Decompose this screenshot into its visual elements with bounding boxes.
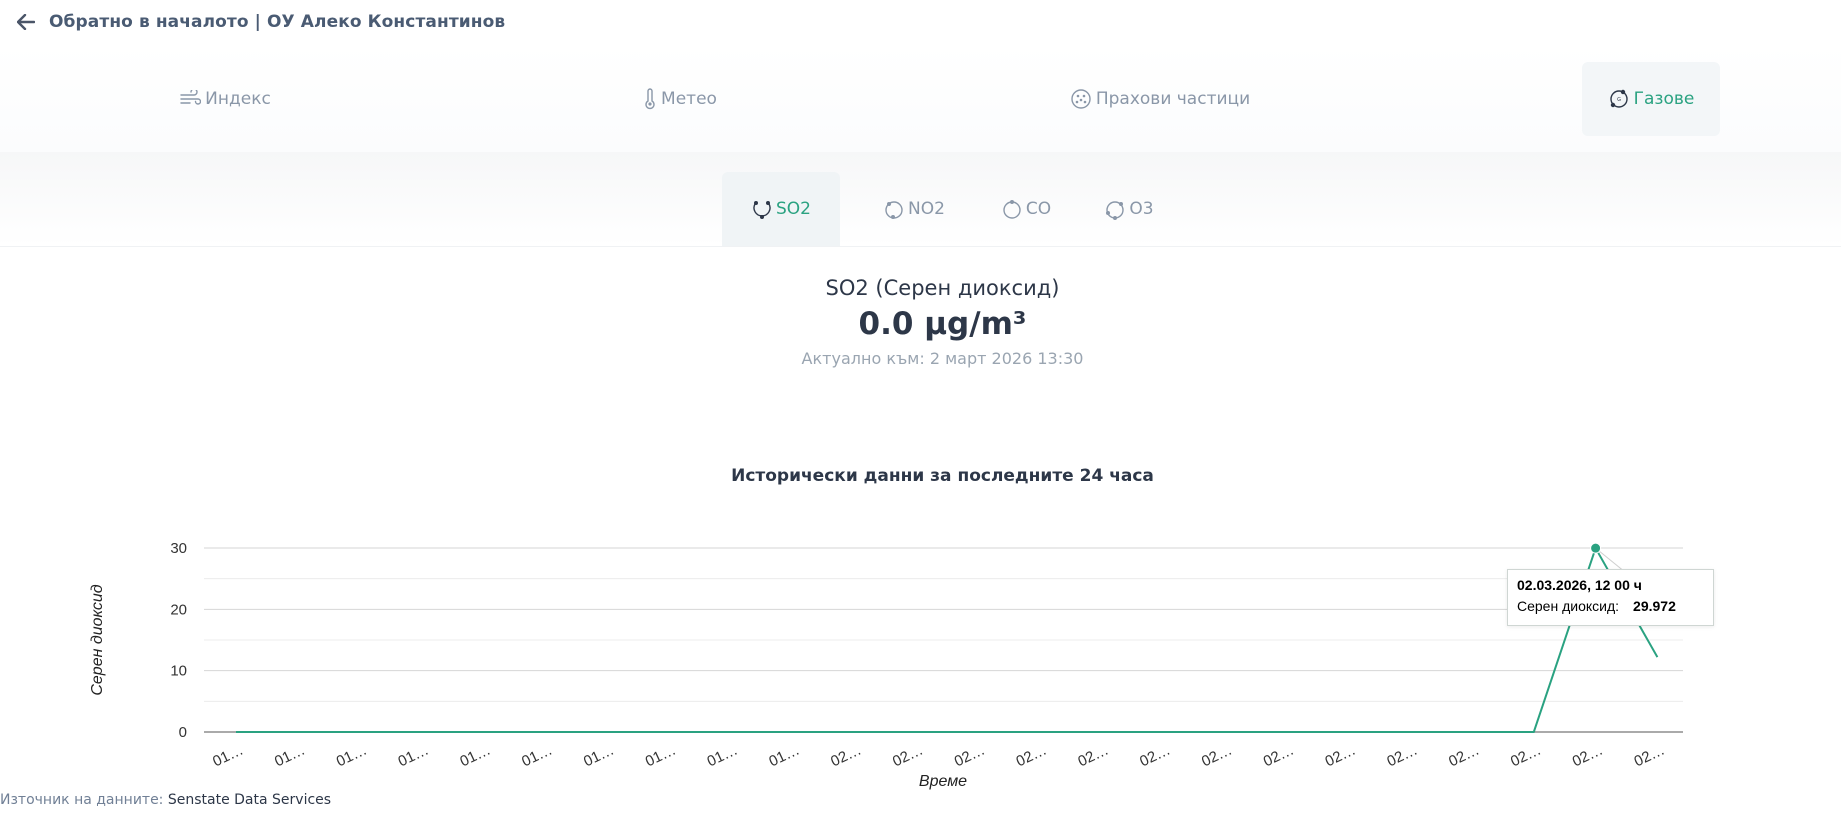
x-tick-label: 01… xyxy=(210,742,246,771)
tab-co[interactable]: CO xyxy=(984,172,1068,246)
chart-tooltip: 02.03.2026, 12 00 ч Серен диоксид: 29.972 xyxy=(1507,569,1714,626)
footer-source-link[interactable]: Senstate Data Services xyxy=(167,792,332,808)
svg-text:G: G xyxy=(1617,97,1621,103)
x-tick-label: 02… xyxy=(1384,742,1420,771)
x-tick-label: 02… xyxy=(1199,742,1235,771)
x-tick-label: 02… xyxy=(1075,742,1111,771)
tab-co-label: CO xyxy=(1025,199,1052,219)
pollutant-value: 0.0 µg/m³ xyxy=(858,306,1027,342)
tab-particles-label: Прахови частици xyxy=(1095,89,1251,109)
x-tick-label: 01… xyxy=(705,742,741,771)
wind-icon xyxy=(180,90,202,105)
x-tick-label: 02… xyxy=(1632,742,1668,771)
updated-timestamp: Актуално към: 2 март 2026 13:30 xyxy=(801,349,1084,368)
so2-icon xyxy=(753,201,771,219)
y-tick-label: 30 xyxy=(170,540,187,557)
x-tick-label: 02… xyxy=(1261,742,1297,771)
tab-so2[interactable]: SO2 xyxy=(722,172,840,246)
y-tick-label: 0 xyxy=(179,724,187,741)
tooltip-series: Серен диоксид: xyxy=(1517,598,1620,614)
gas-sub-tabs: SO2 NO2 CO O3 xyxy=(0,152,1841,247)
tab-gases[interactable]: G Газове xyxy=(1582,62,1720,136)
tab-meteo[interactable]: Метео xyxy=(620,62,740,136)
tab-o3[interactable]: O3 xyxy=(1088,172,1170,246)
x-tick-label: 01… xyxy=(581,742,617,771)
x-tick-label: 01… xyxy=(643,742,679,771)
x-tick-label: 01… xyxy=(457,742,493,771)
tab-index-label: Индекс xyxy=(205,89,271,109)
y-axis-label: Серен диоксид xyxy=(89,584,106,695)
x-tick-label: 02… xyxy=(1446,742,1482,771)
tab-no2[interactable]: NO2 xyxy=(864,172,964,246)
pollutant-title: SO2 (Серен диоксид) xyxy=(825,276,1060,300)
current-reading: SO2 (Серен диоксид) 0.0 µg/m³ Актуално к… xyxy=(0,276,1841,368)
x-tick-label: 02… xyxy=(952,742,988,771)
y-tick-label: 10 xyxy=(170,663,187,680)
tab-o3-label: O3 xyxy=(1129,199,1154,219)
history-title: Исторически данни за последните 24 часа xyxy=(731,466,1154,486)
o3-icon xyxy=(1106,201,1125,220)
tab-index[interactable]: Индекс xyxy=(160,62,290,136)
x-tick-label: 01… xyxy=(334,742,370,771)
x-tick-label: 01… xyxy=(396,742,432,771)
x-tick-label: 02… xyxy=(1570,742,1606,771)
main-tabs: Индекс Метео Прахови частици G Газове xyxy=(0,44,1841,152)
y-tick-label: 20 xyxy=(170,601,187,618)
tooltip-pointer xyxy=(1595,547,1626,573)
tab-so2-label: SO2 xyxy=(776,199,811,219)
x-axis-label: Време xyxy=(919,773,967,790)
data-point-highlight xyxy=(1590,542,1602,554)
series-line xyxy=(236,545,1659,733)
x-tick-label: 01… xyxy=(272,742,308,771)
back-link[interactable]: Обратно в началото | ОУ Алеко Константин… xyxy=(49,12,506,32)
x-tick-label: 02… xyxy=(890,742,926,771)
gas-icon: G xyxy=(1609,89,1628,108)
tab-no2-label: NO2 xyxy=(908,199,945,219)
tab-gases-label: Газове xyxy=(1633,89,1695,109)
thermometer-icon xyxy=(645,88,655,110)
x-tick-label: 02… xyxy=(1014,742,1050,771)
x-tick-label: 02… xyxy=(1137,742,1173,771)
x-tick-label: 01… xyxy=(766,742,802,771)
footer-prefix: Източник на данните: xyxy=(0,792,164,808)
tab-particles[interactable]: Прахови частици xyxy=(1065,62,1255,136)
data-source: Източник на данните: Senstate Data Servi… xyxy=(0,792,331,808)
co-icon xyxy=(1003,200,1021,219)
tab-meteo-label: Метео xyxy=(661,89,717,109)
x-tick-label: 01… xyxy=(519,742,555,771)
particles-icon xyxy=(1071,89,1091,109)
back-arrow-icon[interactable] xyxy=(16,12,36,32)
x-tick-label: 02… xyxy=(1508,742,1544,771)
x-tick-label: 02… xyxy=(1323,742,1359,771)
x-tick-label: 02… xyxy=(828,742,864,771)
tooltip-date: 02.03.2026, 12 00 ч xyxy=(1517,577,1642,593)
top-bar: Обратно в началото | ОУ Алеко Константин… xyxy=(0,0,1841,44)
no2-icon xyxy=(885,201,903,219)
tooltip-value: 29.972 xyxy=(1633,598,1676,614)
